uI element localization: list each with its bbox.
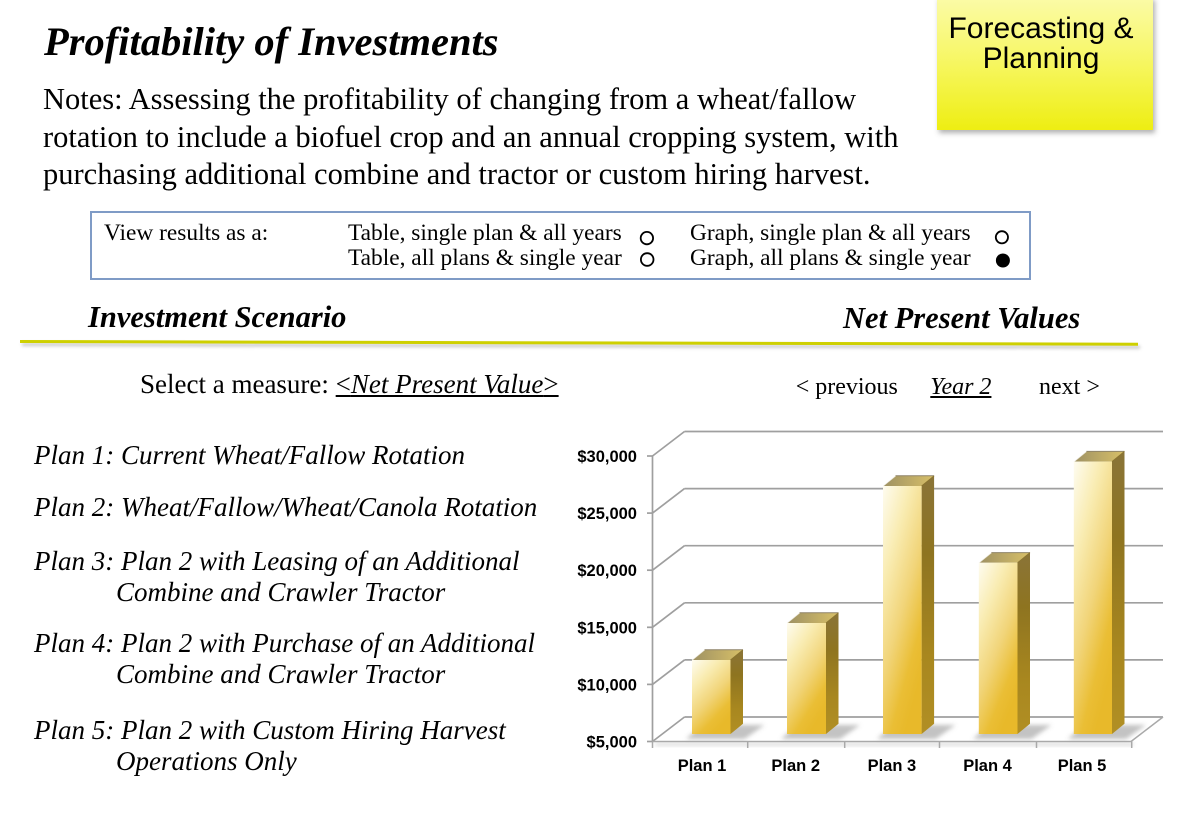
svg-text:$30,000: $30,000 xyxy=(577,448,637,466)
svg-text:$15,000: $15,000 xyxy=(577,619,637,637)
svg-text:$5,000: $5,000 xyxy=(587,734,637,752)
svg-text:Plan 1: Plan 1 xyxy=(678,757,727,775)
svg-text:Plan 2: Plan 2 xyxy=(771,757,820,775)
svg-text:Plan 4: Plan 4 xyxy=(963,757,1012,775)
svg-text:$20,000: $20,000 xyxy=(577,562,637,580)
svg-text:Plan 3: Plan 3 xyxy=(868,757,917,775)
svg-text:$25,000: $25,000 xyxy=(577,505,637,523)
svg-text:Plan 5: Plan 5 xyxy=(1058,757,1107,775)
svg-text:$10,000: $10,000 xyxy=(577,676,637,694)
